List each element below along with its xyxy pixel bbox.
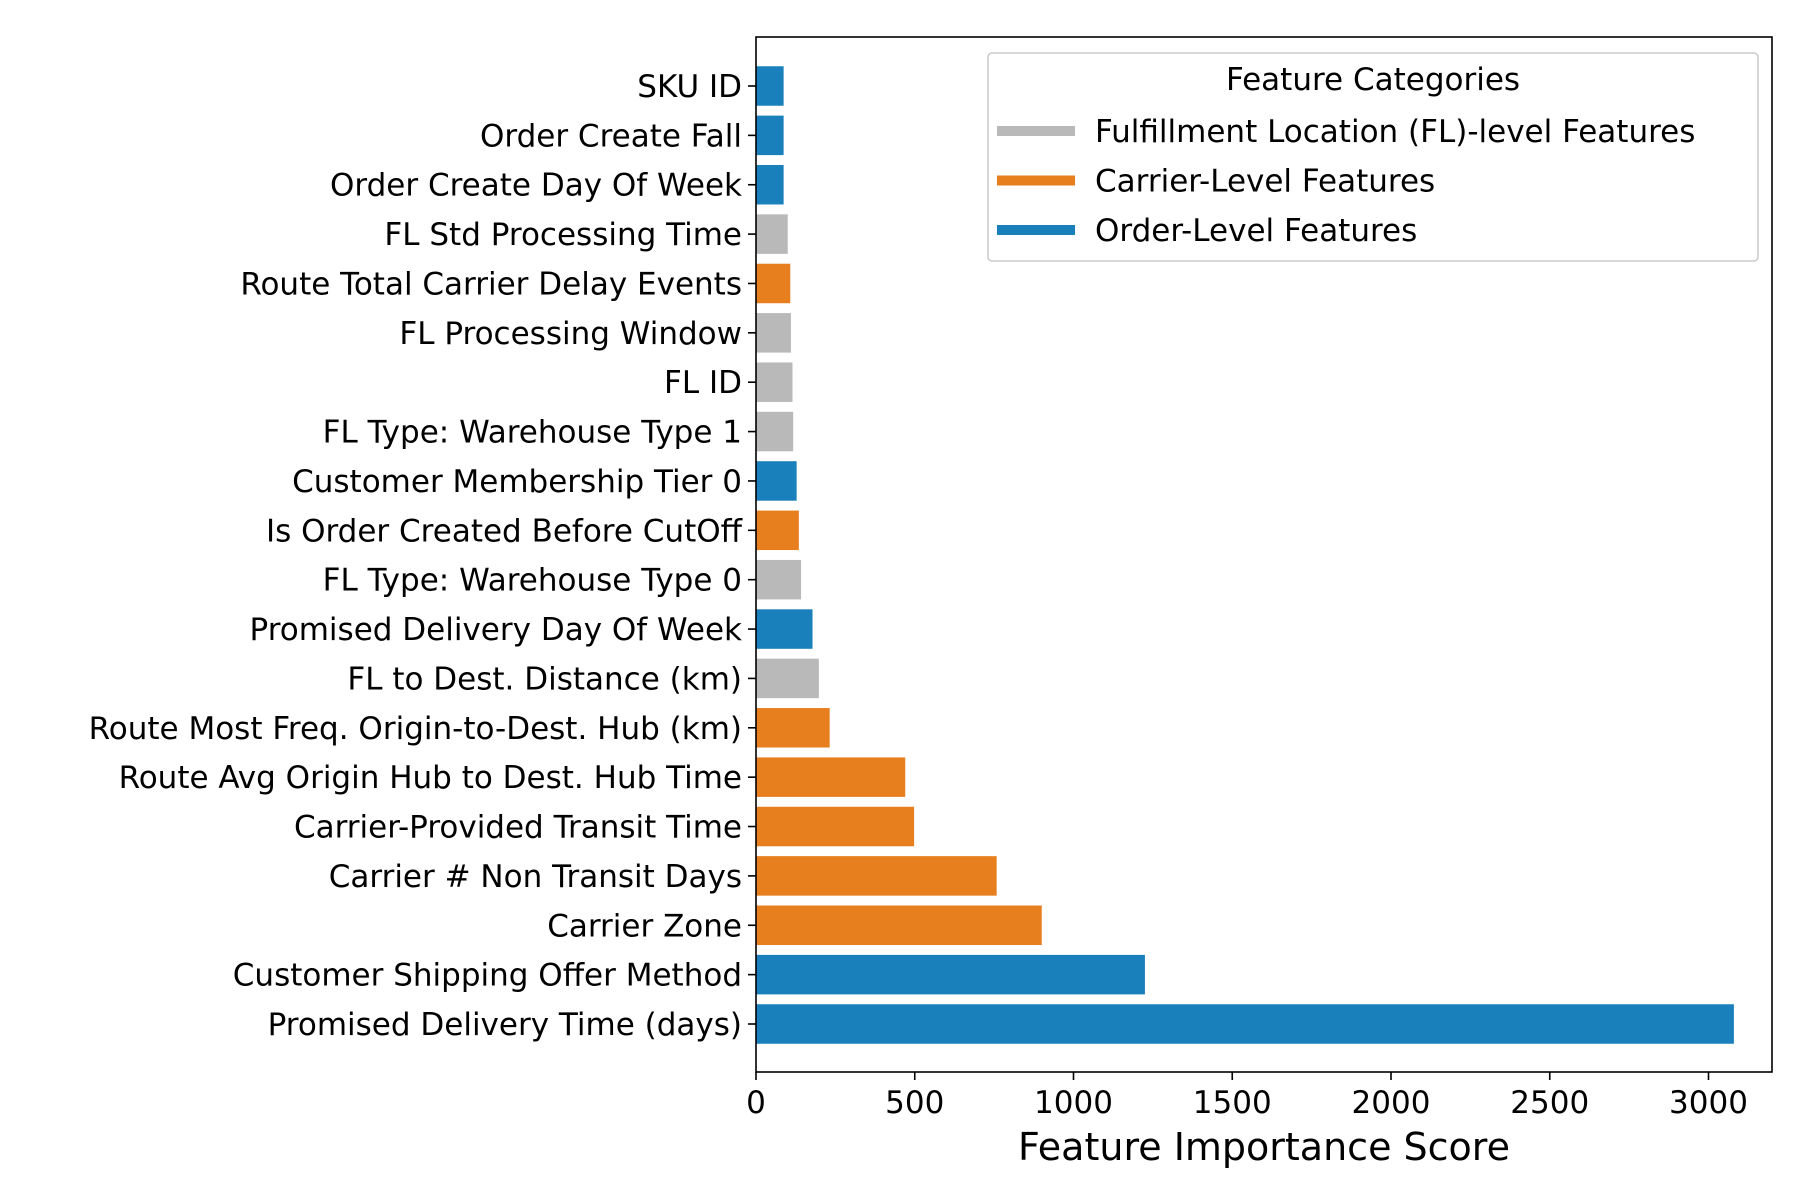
- y-tick-label: FL Std Processing Time: [384, 217, 742, 253]
- y-tick-label: Order Create Fall: [480, 118, 742, 154]
- x-tick-label: 2500: [1510, 1085, 1589, 1121]
- plot-frame: [755, 36, 1773, 1073]
- bar: [756, 214, 788, 254]
- legend-frame: [987, 52, 1759, 262]
- x-tick-label: 1500: [1193, 1085, 1272, 1121]
- y-tick-label: Customer Shipping Offer Method: [233, 958, 742, 994]
- bar: [756, 164, 784, 205]
- bar: [756, 708, 830, 748]
- y-tick-labels: SKU ID Order Create Fall Order Create Day …: [89, 69, 756, 1043]
- legend-title: Feature Categories: [1226, 62, 1520, 98]
- bar: [756, 510, 799, 551]
- bar: [756, 461, 797, 501]
- bar: [756, 609, 813, 649]
- legend-entry-label: Carrier-Level Features: [1095, 164, 1435, 200]
- x-axis-label: Feature Importance Score: [1018, 1125, 1510, 1169]
- y-tick-label: Promised Delivery Time (days): [268, 1007, 742, 1043]
- x-tick-label: 0: [746, 1085, 766, 1121]
- y-tick-label: Customer Membership Tier 0: [292, 464, 742, 500]
- bar: [756, 856, 997, 896]
- y-tick-label: Route Most Freq. Origin-to-Dest. Hub (km…: [89, 711, 742, 747]
- bar: [756, 313, 791, 353]
- y-tick-label: SKU ID: [637, 69, 742, 105]
- y-tick-label: Route Avg Origin Hub to Dest. Hub Time: [119, 760, 742, 796]
- legend: Feature Categories Fulfillment Location (…: [987, 52, 1759, 262]
- bar: [756, 559, 802, 600]
- bar: [756, 66, 784, 106]
- y-tick-label: FL to Dest. Distance (km): [347, 661, 742, 697]
- y-tick-label: FL Type: Warehouse Type 1: [323, 415, 742, 451]
- y-tick-label: Carrier # Non Transit Days: [329, 859, 742, 895]
- y-tick-label: Order Create Day Of Week: [330, 168, 742, 204]
- bar: [756, 362, 793, 402]
- x-tick-label: 1000: [1034, 1085, 1113, 1121]
- bars-layer: [756, 66, 1734, 1044]
- bar: [756, 263, 791, 304]
- x-ticks: 0 500 1000 1500 2000 2500 3000: [746, 1072, 1748, 1121]
- x-tick-label: 500: [885, 1085, 944, 1121]
- bar: [756, 905, 1042, 946]
- y-tick-label: FL Type: Warehouse Type 0: [323, 563, 742, 599]
- x-tick-label: 3000: [1669, 1085, 1748, 1121]
- y-tick-label: Promised Delivery Day Of Week: [250, 612, 742, 648]
- bar: [756, 1004, 1734, 1044]
- y-tick-label: FL ID: [664, 365, 742, 401]
- y-tick-label: FL Processing Window: [399, 316, 742, 352]
- bar: [756, 757, 906, 797]
- legend-entry-label: Fulfillment Location (FL)-level Features: [1095, 114, 1695, 150]
- bar: [756, 658, 819, 699]
- y-tick-label: Carrier-Provided Transit Time: [294, 810, 742, 846]
- bar: [756, 411, 794, 452]
- y-tick-label: Is Order Created Before CutOff: [266, 513, 743, 549]
- bar: [756, 954, 1145, 995]
- legend-entry-label: Order-Level Features: [1095, 213, 1417, 249]
- y-tick-label: Carrier Zone: [547, 908, 742, 944]
- bar: [756, 115, 784, 156]
- x-tick-label: 2000: [1352, 1085, 1431, 1121]
- y-tick-label: Route Total Carrier Delay Events: [240, 266, 742, 302]
- bar: [756, 806, 915, 847]
